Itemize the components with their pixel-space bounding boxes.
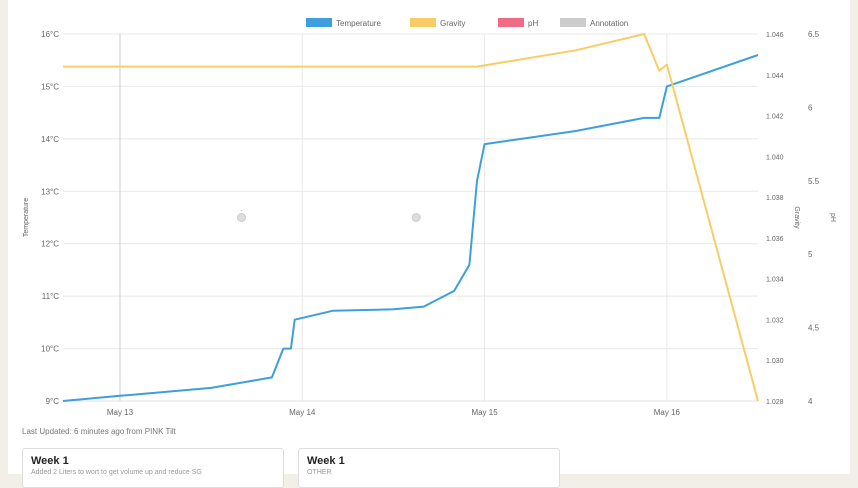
annotation-marker (411, 213, 421, 222)
legend-label: pH (528, 19, 538, 28)
legend-swatch (306, 18, 332, 27)
temperature-tick-label: 13°C (41, 187, 59, 196)
temperature-tick-label: 15°C (41, 82, 59, 91)
annotation-label: · (240, 208, 242, 215)
annotation-marker (236, 213, 246, 222)
gravity-tick-label: 1.040 (766, 154, 784, 161)
ph-tick-label: 6 (808, 103, 813, 112)
gravity-tick-label: 1.032 (766, 317, 784, 324)
temperature-tick-label: 14°C (41, 135, 59, 144)
gravity-tick-label: 1.036 (766, 236, 784, 243)
note-card-1[interactable]: Week 1 Added 2 Liters to wort to get vol… (22, 448, 284, 488)
gravity-tick-label: 1.046 (766, 32, 784, 39)
legend-swatch (560, 18, 586, 27)
ph-tick-label: 5 (808, 250, 813, 259)
x-tick-label: May 13 (107, 408, 134, 417)
last-updated-text: Last Updated: 6 minutes ago from PINK Ti… (22, 427, 176, 436)
gravity-tick-label: 1.030 (766, 358, 784, 365)
ph-axis-title: pH (829, 213, 836, 222)
legend-swatch (410, 18, 436, 27)
note-card-title: Week 1 (307, 455, 345, 467)
temperature-tick-label: 9°C (46, 397, 60, 406)
ph-tick-label: 4.5 (808, 324, 820, 333)
temperature-tick-label: 11°C (42, 292, 60, 301)
gravity-tick-label: 1.028 (766, 399, 784, 406)
note-card-2[interactable]: Week 1 OTHER (298, 448, 560, 488)
x-tick-label: May 16 (654, 408, 681, 417)
series-line-gravity (63, 33, 759, 402)
gravity-tick-label: 1.038 (766, 195, 784, 202)
series-line-temperature (62, 54, 759, 402)
temperature-tick-label: 10°C (41, 345, 59, 354)
gravity-axis-title: Gravity (793, 206, 800, 229)
legend-label: Temperature (336, 19, 381, 28)
chart-panel: 9°C 10°C 11°C 12°C 13°C 14°C 15°C 16°C May 13 May… (8, 0, 850, 474)
legend-label: Gravity (440, 19, 465, 28)
x-tick-label: May 15 (471, 408, 498, 417)
ph-tick-label: 6.5 (808, 30, 820, 39)
note-card-title: Week 1 (31, 455, 69, 467)
legend-swatch (498, 18, 524, 27)
gravity-tick-label: 1.034 (766, 277, 784, 284)
ph-tick-label: 4 (808, 397, 813, 406)
note-card-subtitle: Added 2 Liters to wort to get volume up … (31, 469, 202, 476)
temperature-tick-label: 16°C (41, 30, 59, 39)
ph-tick-label: 5.5 (808, 177, 820, 186)
temperature-tick-label: 12°C (41, 240, 59, 249)
x-tick-label: May 14 (289, 408, 316, 417)
gravity-tick-label: 1.042 (766, 114, 784, 121)
fermentation-chart: 9°C 10°C 11°C 12°C 13°C 14°C 15°C 16°C May 13 May… (23, 18, 836, 417)
gravity-tick-label: 1.044 (766, 73, 784, 80)
temperature-axis-title: Temperature (23, 198, 30, 237)
note-card-subtitle: OTHER (307, 469, 332, 476)
legend-label: Annotation (590, 19, 628, 28)
